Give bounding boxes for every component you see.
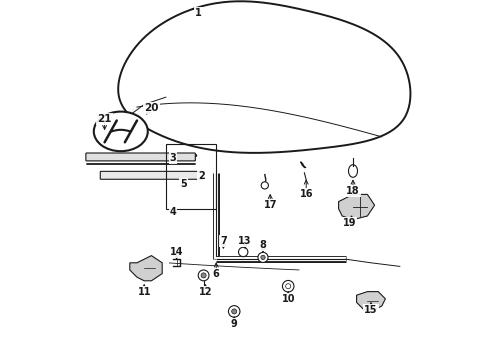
Text: 10: 10: [281, 294, 295, 304]
Text: 6: 6: [213, 269, 220, 279]
Text: 14: 14: [170, 247, 183, 257]
Text: 17: 17: [264, 200, 277, 210]
Circle shape: [282, 280, 294, 292]
Circle shape: [261, 255, 265, 260]
Text: 13: 13: [238, 236, 252, 246]
Polygon shape: [130, 256, 162, 281]
Circle shape: [228, 306, 240, 317]
Text: 20: 20: [144, 103, 159, 113]
Text: 2: 2: [198, 171, 205, 181]
Text: 7: 7: [220, 236, 227, 246]
Text: 5: 5: [180, 179, 187, 189]
Ellipse shape: [348, 165, 358, 177]
Circle shape: [239, 247, 248, 257]
Circle shape: [261, 182, 269, 189]
Bar: [166, 144, 216, 209]
Text: 12: 12: [198, 287, 212, 297]
FancyBboxPatch shape: [100, 171, 202, 179]
Text: 16: 16: [299, 189, 313, 199]
Circle shape: [198, 270, 209, 281]
Circle shape: [201, 273, 206, 278]
Text: 11: 11: [138, 287, 151, 297]
Circle shape: [286, 284, 291, 289]
Polygon shape: [339, 194, 374, 220]
Polygon shape: [357, 292, 386, 310]
Text: 19: 19: [343, 218, 356, 228]
Text: 1: 1: [195, 8, 201, 18]
Text: 9: 9: [231, 319, 238, 329]
Ellipse shape: [94, 112, 148, 151]
Circle shape: [258, 252, 268, 262]
Text: 3: 3: [170, 153, 176, 163]
Text: 8: 8: [260, 240, 267, 250]
Text: 15: 15: [364, 305, 378, 315]
Text: 21: 21: [98, 114, 112, 124]
Text: 18: 18: [346, 186, 360, 196]
Circle shape: [232, 309, 237, 314]
FancyBboxPatch shape: [86, 153, 196, 161]
Text: 4: 4: [170, 207, 176, 217]
